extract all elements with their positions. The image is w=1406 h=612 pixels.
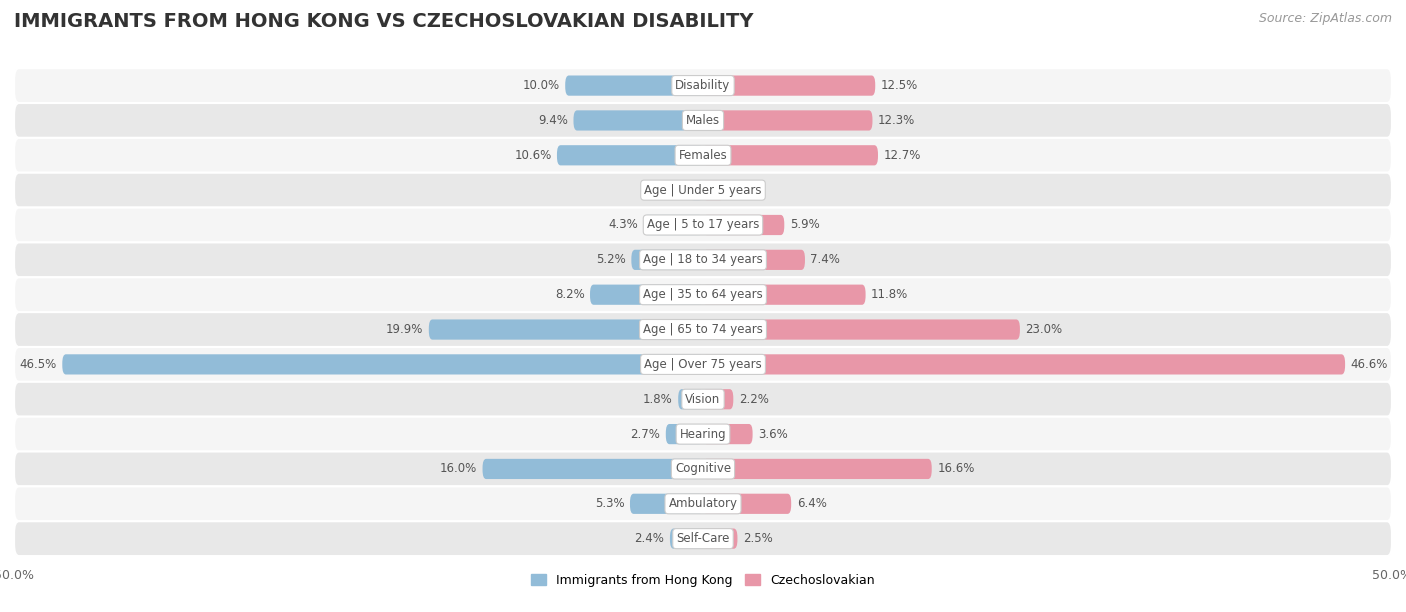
Text: 0.95%: 0.95% (647, 184, 685, 196)
Text: Age | 18 to 34 years: Age | 18 to 34 years (643, 253, 763, 266)
Text: Source: ZipAtlas.com: Source: ZipAtlas.com (1258, 12, 1392, 25)
FancyBboxPatch shape (703, 424, 752, 444)
FancyBboxPatch shape (666, 424, 703, 444)
Text: 19.9%: 19.9% (385, 323, 423, 336)
Text: 46.5%: 46.5% (20, 358, 56, 371)
FancyBboxPatch shape (703, 529, 738, 549)
FancyBboxPatch shape (703, 250, 806, 270)
FancyBboxPatch shape (703, 145, 877, 165)
FancyBboxPatch shape (14, 207, 1392, 242)
Text: Age | 35 to 64 years: Age | 35 to 64 years (643, 288, 763, 301)
Text: 1.5%: 1.5% (730, 184, 759, 196)
Text: 11.8%: 11.8% (872, 288, 908, 301)
FancyBboxPatch shape (669, 529, 703, 549)
Text: 4.3%: 4.3% (609, 218, 638, 231)
Text: 2.5%: 2.5% (742, 532, 773, 545)
FancyBboxPatch shape (14, 277, 1392, 312)
FancyBboxPatch shape (14, 138, 1392, 173)
Text: 8.2%: 8.2% (555, 288, 585, 301)
Text: 10.6%: 10.6% (515, 149, 551, 162)
FancyBboxPatch shape (591, 285, 703, 305)
FancyBboxPatch shape (631, 250, 703, 270)
FancyBboxPatch shape (14, 242, 1392, 277)
Text: 16.6%: 16.6% (938, 463, 974, 476)
Text: Ambulatory: Ambulatory (668, 498, 738, 510)
Text: 12.5%: 12.5% (880, 79, 918, 92)
FancyBboxPatch shape (14, 487, 1392, 521)
Text: 1.8%: 1.8% (643, 393, 672, 406)
Text: Disability: Disability (675, 79, 731, 92)
Text: 16.0%: 16.0% (440, 463, 477, 476)
Text: Hearing: Hearing (679, 428, 727, 441)
FancyBboxPatch shape (703, 180, 724, 200)
Text: 6.4%: 6.4% (797, 498, 827, 510)
Text: Age | Under 5 years: Age | Under 5 years (644, 184, 762, 196)
Text: 46.6%: 46.6% (1351, 358, 1388, 371)
FancyBboxPatch shape (14, 347, 1392, 382)
Text: 5.3%: 5.3% (595, 498, 624, 510)
FancyBboxPatch shape (14, 312, 1392, 347)
FancyBboxPatch shape (703, 215, 785, 235)
FancyBboxPatch shape (14, 452, 1392, 487)
FancyBboxPatch shape (703, 354, 1346, 375)
Text: 23.0%: 23.0% (1025, 323, 1063, 336)
FancyBboxPatch shape (14, 68, 1392, 103)
FancyBboxPatch shape (703, 494, 792, 514)
Text: Males: Males (686, 114, 720, 127)
Text: Age | 65 to 74 years: Age | 65 to 74 years (643, 323, 763, 336)
FancyBboxPatch shape (703, 459, 932, 479)
FancyBboxPatch shape (690, 180, 703, 200)
FancyBboxPatch shape (678, 389, 703, 409)
Text: 3.6%: 3.6% (758, 428, 787, 441)
Text: Vision: Vision (685, 393, 721, 406)
Text: 5.2%: 5.2% (596, 253, 626, 266)
Text: Cognitive: Cognitive (675, 463, 731, 476)
Legend: Immigrants from Hong Kong, Czechoslovakian: Immigrants from Hong Kong, Czechoslovaki… (526, 569, 880, 592)
FancyBboxPatch shape (14, 103, 1392, 138)
Text: 10.0%: 10.0% (523, 79, 560, 92)
FancyBboxPatch shape (429, 319, 703, 340)
Text: Self-Care: Self-Care (676, 532, 730, 545)
FancyBboxPatch shape (14, 173, 1392, 207)
Text: IMMIGRANTS FROM HONG KONG VS CZECHOSLOVAKIAN DISABILITY: IMMIGRANTS FROM HONG KONG VS CZECHOSLOVA… (14, 12, 754, 31)
FancyBboxPatch shape (703, 319, 1019, 340)
FancyBboxPatch shape (482, 459, 703, 479)
FancyBboxPatch shape (703, 75, 875, 95)
FancyBboxPatch shape (630, 494, 703, 514)
FancyBboxPatch shape (703, 389, 734, 409)
FancyBboxPatch shape (703, 110, 873, 130)
Text: 7.4%: 7.4% (810, 253, 841, 266)
Text: 12.3%: 12.3% (877, 114, 915, 127)
FancyBboxPatch shape (14, 417, 1392, 452)
Text: 12.7%: 12.7% (883, 149, 921, 162)
FancyBboxPatch shape (574, 110, 703, 130)
Text: Females: Females (679, 149, 727, 162)
Text: 5.9%: 5.9% (790, 218, 820, 231)
Text: Age | Over 75 years: Age | Over 75 years (644, 358, 762, 371)
Text: Age | 5 to 17 years: Age | 5 to 17 years (647, 218, 759, 231)
Text: 9.4%: 9.4% (538, 114, 568, 127)
Text: 2.4%: 2.4% (634, 532, 665, 545)
FancyBboxPatch shape (62, 354, 703, 375)
FancyBboxPatch shape (703, 285, 866, 305)
FancyBboxPatch shape (14, 382, 1392, 417)
Text: 2.7%: 2.7% (630, 428, 661, 441)
FancyBboxPatch shape (565, 75, 703, 95)
FancyBboxPatch shape (557, 145, 703, 165)
FancyBboxPatch shape (14, 521, 1392, 556)
FancyBboxPatch shape (644, 215, 703, 235)
Text: 2.2%: 2.2% (738, 393, 769, 406)
